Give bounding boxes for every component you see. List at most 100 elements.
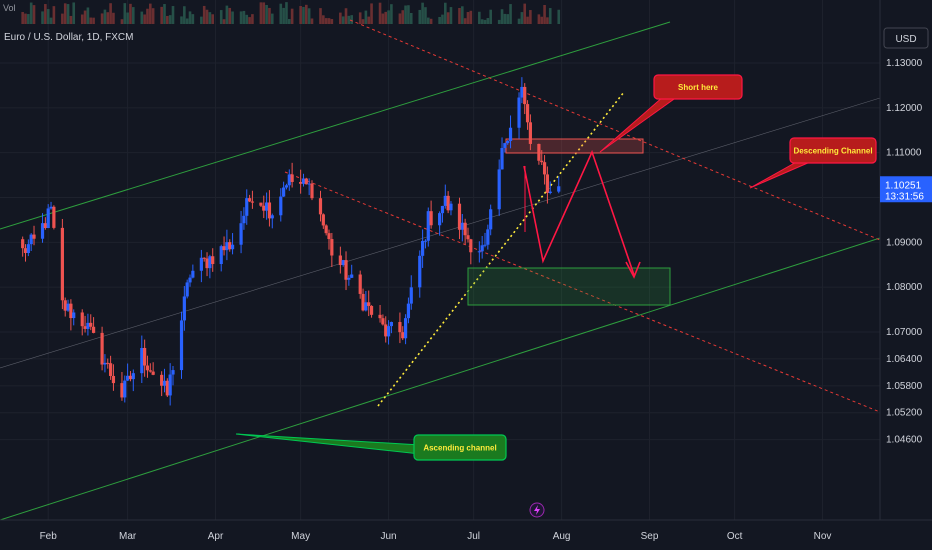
time-axis[interactable]: Feb Mar Apr May Jun Jul Aug Sep Oct Nov — [0, 502, 932, 542]
volume-bar-60 — [259, 2, 263, 24]
candle-body-132 — [542, 162, 547, 175]
candle-body-120 — [497, 169, 501, 210]
candle-body-51 — [222, 246, 226, 251]
candle-body-119 — [489, 209, 493, 230]
volume-bar-30 — [140, 11, 144, 24]
volume-bar-9 — [52, 6, 56, 24]
callout-label-0: Short here — [678, 83, 719, 92]
candle-body-16 — [83, 326, 87, 329]
dotted-trendline — [377, 91, 625, 407]
candle-body-134 — [548, 191, 552, 194]
volume-bar-29 — [131, 7, 135, 24]
candle-body-98 — [406, 303, 411, 319]
candle-body-100 — [418, 255, 422, 288]
time-tick-3: May — [291, 531, 310, 542]
currency-button-label: USD — [895, 34, 916, 45]
candle-body-88 — [367, 302, 371, 306]
currency-button — [883, 27, 929, 49]
candle-body-31 — [143, 347, 147, 366]
volume-bar-69 — [290, 8, 294, 24]
candle-body-59 — [250, 201, 255, 203]
price-tick-1: 1.12000 — [886, 103, 923, 114]
volume-bar-26 — [123, 3, 127, 25]
candle-body-118 — [486, 229, 490, 245]
time-tick-8: Oct — [727, 531, 743, 542]
projection-arrowhead — [625, 261, 641, 279]
candle-body-109 — [449, 203, 453, 211]
volume-bar-112 — [463, 18, 467, 24]
volume-bar-111 — [461, 6, 464, 25]
candle-body-37 — [165, 380, 169, 396]
volume-bar-15 — [80, 14, 84, 24]
volume-bar-49 — [211, 14, 215, 24]
volume-bar-133 — [546, 17, 549, 24]
candle-body-125 — [517, 97, 521, 128]
candle-body-83 — [347, 277, 351, 280]
volume-bar-71 — [302, 6, 305, 24]
channel-lines — [0, 19, 881, 521]
candle-body-117 — [483, 244, 487, 246]
volume-bar-104 — [429, 18, 433, 24]
volume-bar-87 — [364, 10, 368, 24]
candle-body-44 — [191, 270, 195, 278]
time-tick-4: Jun — [381, 531, 397, 542]
candle-body-57 — [245, 198, 249, 216]
volume-bar-86 — [361, 19, 365, 24]
volume-bar-123 — [506, 14, 509, 24]
price-tick-0: 1.13000 — [886, 58, 923, 69]
volume-bar-12 — [66, 4, 70, 24]
volume-bar-3 — [29, 2, 33, 25]
lightning-icon — [534, 505, 540, 515]
candle-body-45 — [199, 257, 203, 271]
volume-bar-101 — [421, 2, 424, 25]
candle-body-14 — [72, 312, 76, 319]
volume-bar-94 — [390, 4, 393, 25]
volume-bar-99 — [409, 13, 413, 24]
volume-bar-70 — [299, 6, 302, 24]
candle-body-90 — [378, 314, 382, 319]
volume-bar-119 — [489, 9, 492, 24]
volume-bar-79 — [330, 19, 334, 24]
candle-body-103 — [426, 211, 430, 241]
volume-bar-0 — [21, 12, 24, 24]
candle-body-87 — [364, 302, 368, 311]
symbol-title[interactable]: Euro / U.S. Dollar, 1D, FXCM — [4, 32, 134, 43]
volume-bar-134 — [548, 8, 552, 24]
time-tick-0: Feb — [40, 531, 58, 542]
candle-body-39 — [171, 370, 175, 375]
candle-body-58 — [247, 198, 252, 202]
candle-body-54 — [230, 244, 235, 250]
candle-body-130 — [537, 143, 541, 161]
callout-label-2: Ascending channel — [423, 444, 496, 453]
candle-body-55 — [239, 223, 243, 245]
volume-histogram — [21, 2, 561, 25]
volume-bar-97 — [404, 5, 407, 24]
volume-bar-77 — [324, 18, 328, 24]
candle-body-25 — [120, 383, 124, 398]
volume-bar-17 — [86, 7, 90, 24]
price-axis[interactable]: USD1.130001.120001.110001.100001.090001.… — [879, 0, 932, 520]
candle-body-64 — [270, 215, 274, 219]
candle-body-77 — [324, 225, 328, 234]
volume-bar-4 — [32, 5, 36, 24]
volume-bar-20 — [100, 13, 104, 24]
candle-body-104 — [429, 211, 433, 226]
candle-body-97 — [403, 318, 408, 339]
candle-body-19 — [91, 326, 96, 333]
volume-bar-78 — [327, 18, 331, 24]
candle-body-114 — [469, 239, 473, 253]
candle-body-22 — [106, 362, 110, 364]
time-tick-5: Jul — [467, 531, 480, 542]
candle-body-121 — [500, 147, 504, 170]
candle-body-116 — [480, 245, 484, 252]
candle-body-60 — [259, 202, 263, 206]
candle-body-68 — [287, 174, 291, 186]
candle-body-26 — [123, 380, 127, 398]
candle-body-92 — [384, 324, 388, 337]
price-axis-bg — [880, 0, 932, 520]
callout-box-1 — [789, 137, 877, 164]
volume-bar-106 — [441, 14, 444, 24]
volume-bar-11 — [63, 3, 67, 25]
